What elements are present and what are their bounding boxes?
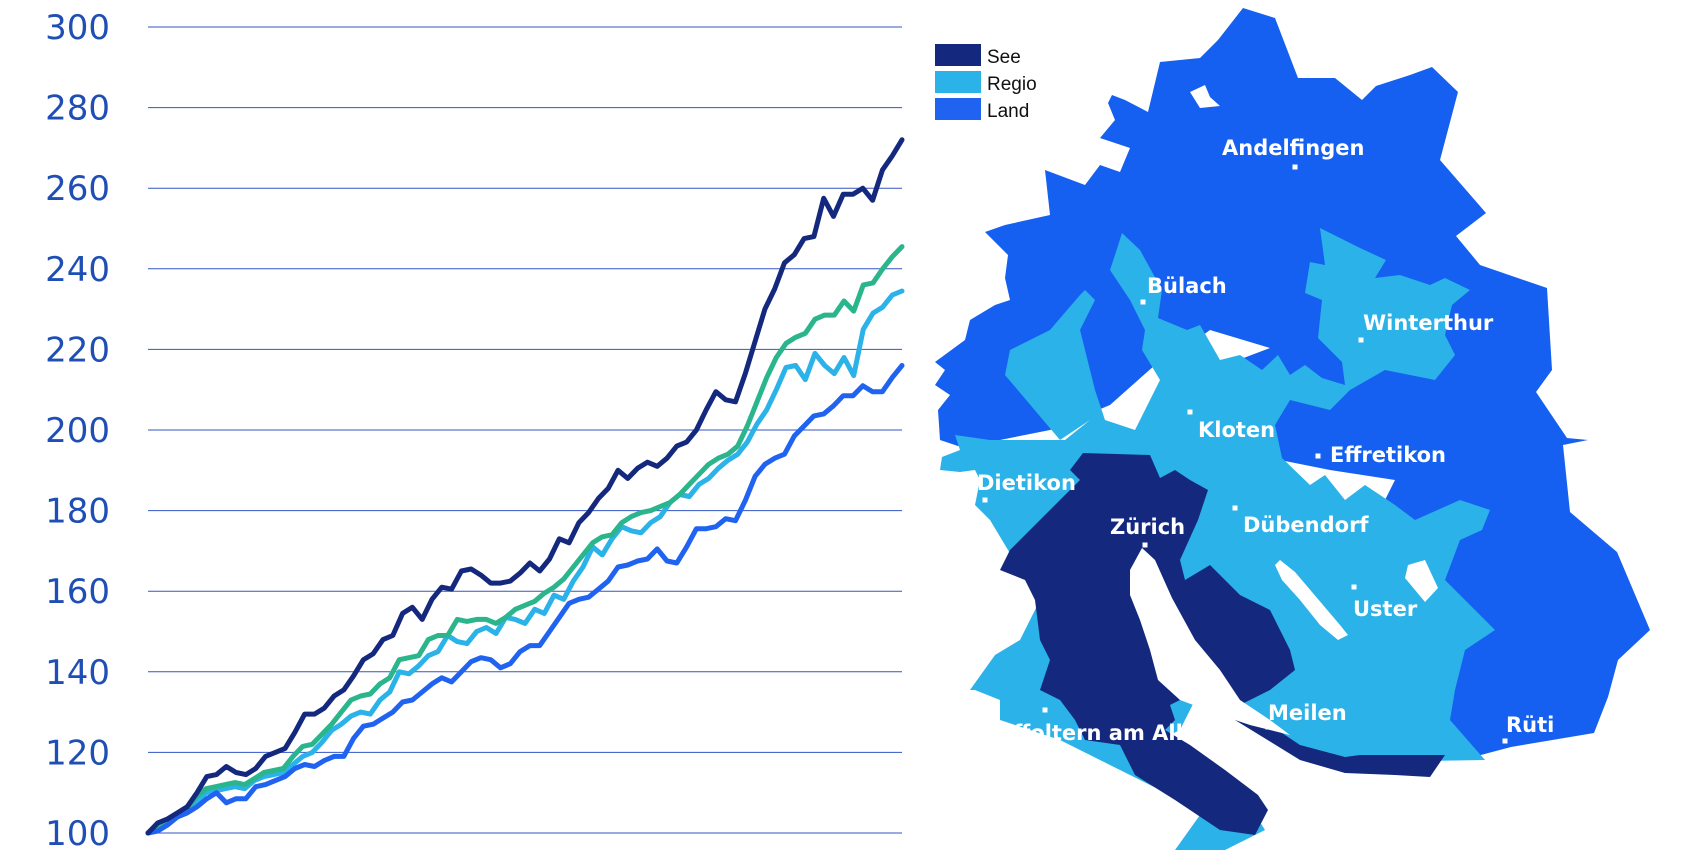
place-label: Zürich — [1110, 515, 1185, 539]
legend-swatch-regio — [935, 71, 981, 93]
place-label: Dübendorf — [1243, 513, 1369, 537]
place-marker — [1187, 409, 1193, 415]
y-tick-label: 240 — [45, 250, 110, 290]
place-marker — [1042, 707, 1048, 713]
legend-swatch-see — [935, 44, 981, 66]
map-region-see — [1000, 453, 1445, 835]
place-label: Meilen — [1268, 701, 1347, 725]
y-tick-label: 200 — [45, 411, 110, 451]
place-marker — [1232, 505, 1238, 511]
y-tick-label: 180 — [45, 492, 110, 532]
y-tick-label: 120 — [45, 733, 110, 773]
place-marker — [1315, 453, 1321, 459]
lake-pfaeffikersee — [1405, 560, 1438, 602]
legend-label-land: Land — [987, 101, 1029, 122]
series-line-land — [145, 363, 905, 836]
place-marker — [1265, 724, 1271, 730]
place-marker — [1140, 299, 1146, 305]
place-label: Rüti — [1506, 713, 1554, 737]
place-marker — [982, 497, 988, 503]
legend-swatch-land — [935, 98, 981, 120]
place-label: Uster — [1353, 597, 1418, 621]
place-marker — [1502, 738, 1508, 744]
place-label: Bülach — [1147, 274, 1227, 298]
place-label: Affoltern am Albis — [997, 721, 1210, 745]
y-axis-ticks: 100 120 140 160 180 200 220 240 260 280 300 — [45, 8, 110, 850]
y-tick-label: 300 — [45, 8, 110, 48]
series-line-regio — [145, 288, 905, 836]
place-label: Effretikon — [1330, 443, 1446, 467]
lake-zurich — [1130, 548, 1290, 735]
place-markers — [982, 164, 1508, 744]
zurich-canton-map: Andelfingen Bülach Winterthur Kloten Effreti… — [935, 8, 1650, 850]
place-label: Kloten — [1198, 418, 1275, 442]
line-chart: 100 120 140 160 180 200 220 240 260 280 300 — [45, 8, 905, 850]
series-lines — [145, 137, 905, 836]
place-label: Andelfingen — [1222, 136, 1364, 160]
place-marker — [1292, 164, 1298, 170]
place-labels: Andelfingen Bülach Winterthur Kloten Effreti… — [977, 136, 1554, 745]
place-marker — [1142, 542, 1148, 548]
lake-greifensee — [1275, 560, 1348, 640]
y-tick-label: 140 — [45, 653, 110, 693]
y-tick-label: 280 — [45, 89, 110, 129]
y-tick-label: 220 — [45, 330, 110, 370]
map-notch — [1190, 85, 1220, 108]
legend: See Regio Land — [935, 44, 1037, 122]
y-tick-label: 160 — [45, 572, 110, 612]
place-marker — [1351, 584, 1357, 590]
place-label: Dietikon — [977, 471, 1076, 495]
gridlines — [148, 26, 902, 834]
legend-label-regio: Regio — [987, 74, 1037, 95]
series-line-unnamed — [145, 244, 905, 836]
legend-label-see: See — [987, 47, 1021, 68]
place-label: Winterthur — [1363, 311, 1494, 335]
place-marker — [1358, 337, 1364, 343]
series-line-see — [145, 137, 905, 836]
y-tick-label: 100 — [45, 814, 110, 850]
y-tick-label: 260 — [45, 169, 110, 209]
